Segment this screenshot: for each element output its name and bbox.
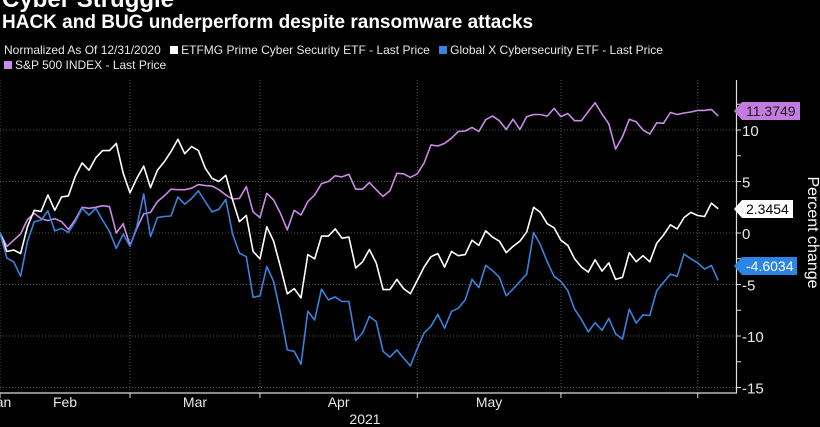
legend-label: ETFMG Prime Cyber Security ETF - Last Pr… [181,43,430,57]
legend-item-sp500: S&P 500 INDEX - Last Price [4,58,166,72]
x-axis-year-label: 2021 [349,411,381,427]
legend-item-etfmg: ETFMG Prime Cyber Security ETF - Last Pr… [164,43,430,57]
legend-swatch-sp500 [4,61,12,69]
y-axis-label: Percent change [804,176,820,289]
x-tick-label: Mar [183,394,207,410]
series-line-globalx [0,190,719,367]
last-value-badge-globalx: -4.6034 [733,256,798,275]
legend: Normalized As Of 12/31/2020 ETFMG Prime … [4,43,734,73]
legend-swatch-globalx [439,46,448,54]
x-tick-label: Apr [328,394,350,410]
legend-swatch-etfmg [170,46,179,54]
y-tick-label: -10 [742,329,764,346]
series-line-etfmg [0,138,719,299]
legend-item-globalx: Global X Cybersecurity ETF - Last Price [433,43,663,57]
legend-note: Normalized As Of 12/31/2020 [4,43,161,57]
legend-label: Global X Cybersecurity ETF - Last Price [450,43,663,57]
y-tick-label: 5 [742,175,750,192]
series-line-sp500 [0,101,719,248]
y-tick-label: -5 [742,278,755,295]
x-tick-label: Feb [53,394,77,410]
last-value-badge-etfmg: 2.3454 [734,199,793,218]
y-tick-label: 0 [742,226,750,243]
legend-label: S&P 500 INDEX - Last Price [15,58,167,72]
chart-subtitle: HACK and BUG underperform despite ransom… [2,12,534,33]
y-tick-label: 10 [742,123,759,140]
x-tick-label: May [476,394,502,410]
x-tick-label: Jan [0,394,11,410]
last-value-badge-sp500: 11.3749 [734,102,800,120]
y-tick-label: -15 [742,381,764,398]
chart-title: Cyber Struggle [2,0,174,12]
